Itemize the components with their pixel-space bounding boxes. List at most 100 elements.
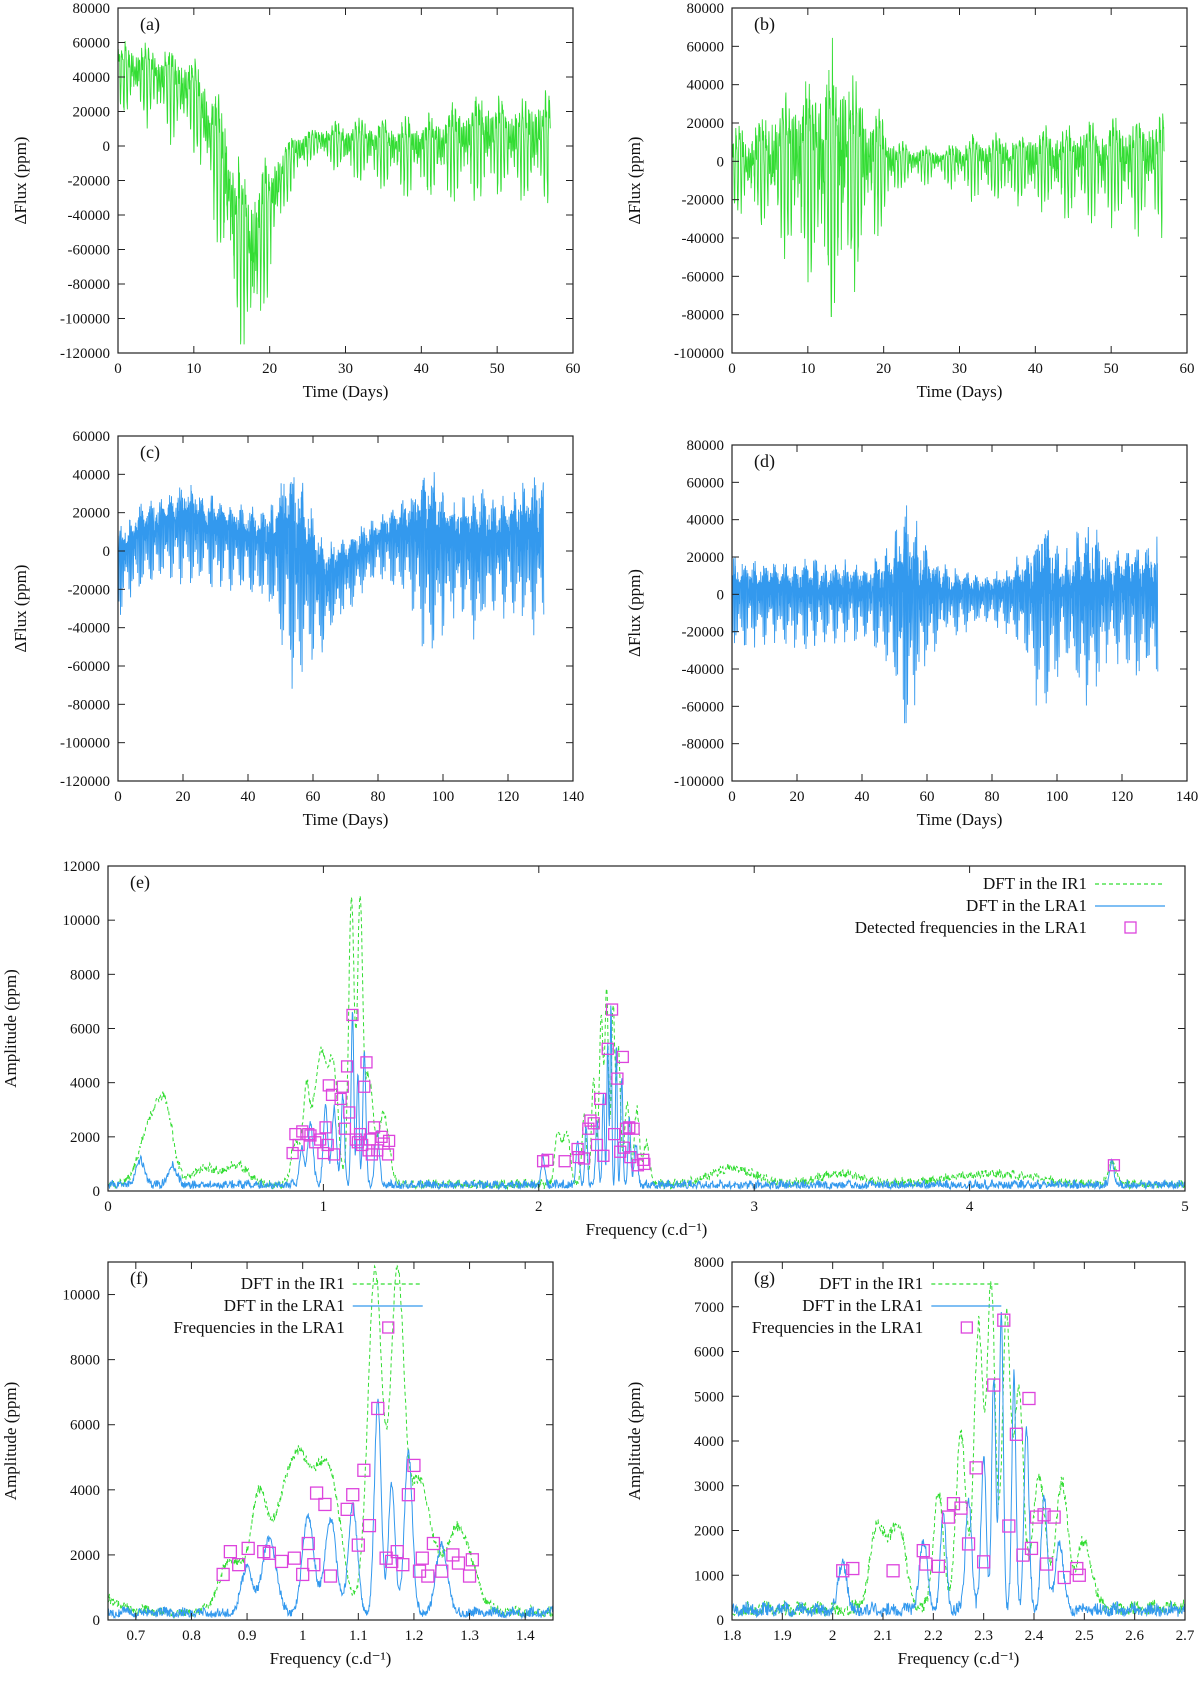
dft-lra1-series — [108, 1398, 553, 1620]
x-tick-label: 100 — [432, 789, 455, 805]
y-tick-label: -60000 — [68, 659, 111, 675]
x-tick-label: 20 — [176, 789, 191, 805]
y-tick-label: 0 — [103, 139, 111, 155]
detected-frequency-marker — [931, 1559, 946, 1573]
x-tick-label: 2.4 — [1025, 1628, 1044, 1644]
x-tick-label: 2.5 — [1075, 1628, 1094, 1644]
y-tick-label: 0 — [93, 1184, 101, 1200]
x-tick-label: 2.7 — [1176, 1628, 1195, 1644]
y-tick-label: 0 — [93, 1613, 101, 1629]
panel-b-plot-area — [732, 37, 1165, 318]
y-tick-label: 6000 — [694, 1345, 724, 1361]
detected-frequency-marker — [627, 1122, 640, 1135]
detected-frequency-marker — [594, 1092, 607, 1106]
panel-c-plot-area — [118, 472, 545, 689]
y-tick-label: 20000 — [687, 116, 725, 132]
detected-frequency-marker — [351, 1538, 365, 1552]
y-tick-label: 0 — [717, 1613, 725, 1629]
panel-a-plot-area — [118, 41, 551, 345]
panel-g-amplitude-spectrum-zoom: DFT in the IR1 DFT in the LRA1 Frequencies… — [625, 1255, 1195, 1668]
y-tick-label: -20000 — [682, 193, 725, 209]
y-axis-title: ΔFlux (ppm) — [625, 569, 644, 657]
y-tick-label: 60000 — [73, 36, 111, 52]
detected-frequency-marker — [1022, 1391, 1036, 1406]
legend: DFT in the IR1 DFT in the LRA1 Detected fr… — [855, 874, 1165, 937]
y-axis-title: ΔFlux (ppm) — [11, 137, 30, 225]
detected-frequency-marker — [396, 1558, 410, 1572]
y-tick-label: -40000 — [682, 231, 725, 247]
x-axis-title: Frequency (c.d⁻¹) — [270, 1649, 392, 1668]
panel-label: (b) — [754, 14, 775, 35]
detected-frequency-marker — [363, 1133, 376, 1146]
detected-frequency-marker — [571, 1142, 584, 1156]
panel-d-plot-area — [732, 505, 1159, 724]
legend-label: DFT in the IR1 — [983, 874, 1087, 893]
y-axis-title: ΔFlux (ppm) — [11, 565, 30, 653]
detected-frequency-marker — [351, 1136, 365, 1149]
x-tick-label: 60 — [566, 361, 581, 377]
detected-frequency-marker — [262, 1546, 276, 1560]
detected-frequency-marker — [1002, 1519, 1016, 1533]
detected-frequency-marker — [412, 1564, 427, 1578]
y-tick-label: -120000 — [60, 774, 110, 790]
dft-ir1-series — [108, 895, 1185, 1191]
legend-label: DFT in the LRA1 — [966, 896, 1087, 915]
panel-a-plot-frame — [117, 7, 574, 354]
detected-frequency-marker — [390, 1545, 404, 1559]
x-tick-label: 1.8 — [723, 1628, 742, 1644]
x-tick-label: 140 — [562, 789, 585, 805]
detected-frequency-marker — [601, 1042, 614, 1055]
x-axis-title: Frequency (c.d⁻¹) — [586, 1220, 708, 1239]
x-tick-label: 2.2 — [924, 1628, 943, 1644]
panel-g-plot-area — [732, 1281, 1185, 1619]
x-tick-label: 0.8 — [182, 1628, 201, 1644]
y-tick-label: -60000 — [682, 699, 725, 715]
detected-frequency-marker — [946, 1497, 961, 1511]
panel-label: (a) — [140, 14, 160, 35]
x-tick-label: 80 — [985, 789, 1000, 805]
detected-frequency-marker — [322, 1079, 335, 1092]
detected-frequency-marker — [232, 1558, 246, 1572]
panel-label: (f) — [130, 1268, 148, 1289]
y-tick-label: -60000 — [682, 269, 725, 285]
y-tick-label: 6000 — [70, 1022, 100, 1038]
y-tick-label: -40000 — [68, 208, 111, 224]
x-tick-label: 20 — [876, 361, 891, 377]
detected-frequency-marker — [340, 1060, 354, 1073]
y-tick-label: -20000 — [682, 625, 725, 641]
detected-frequency-marker — [638, 1157, 651, 1171]
detected-frequency-marker — [616, 1050, 629, 1064]
y-axis-title: Amplitude (ppm) — [1, 1382, 20, 1501]
y-tick-label: 20000 — [73, 506, 111, 522]
panel-e-amplitude-spectrum: DFT in the IR1 DFT in the LRA1 Detected fr… — [1, 859, 1189, 1239]
light-curve-series — [118, 472, 545, 689]
detected-frequency-marker — [289, 1127, 302, 1141]
detected-frequency-marker — [1107, 1159, 1121, 1172]
x-tick-label: 60 — [306, 789, 321, 805]
y-tick-label: 8000 — [70, 1353, 100, 1369]
x-tick-label: 10 — [800, 361, 815, 377]
detected-frequency-marker — [590, 1138, 604, 1152]
dft-lra1-series — [732, 1311, 1185, 1619]
y-tick-label: -80000 — [68, 277, 111, 293]
detected-frequency-marker — [274, 1554, 289, 1569]
y-tick-label: 8000 — [694, 1255, 724, 1271]
detected-frequency-marker — [611, 1072, 624, 1085]
detected-frequency-marker — [323, 1569, 338, 1583]
detected-frequency-marker — [296, 1567, 310, 1582]
detected-frequency-marker — [941, 1510, 956, 1524]
legend-marker-detected — [960, 1321, 973, 1334]
y-tick-label: 40000 — [687, 513, 725, 529]
y-tick-label: 1000 — [694, 1568, 724, 1584]
detected-frequency-marker — [346, 1488, 360, 1502]
x-axis-title: Frequency (c.d⁻¹) — [898, 1649, 1020, 1668]
x-axis-title: Time (Days) — [917, 810, 1003, 829]
x-tick-label: 1 — [299, 1628, 307, 1644]
panel-g-plot-frame — [731, 1261, 1186, 1621]
x-tick-label: 2.6 — [1125, 1628, 1144, 1644]
x-tick-label: 0.9 — [238, 1628, 257, 1644]
detected-frequency-marker — [381, 1148, 395, 1161]
detected-frequency-marker — [1057, 1570, 1071, 1585]
x-tick-label: 0 — [104, 1199, 112, 1215]
